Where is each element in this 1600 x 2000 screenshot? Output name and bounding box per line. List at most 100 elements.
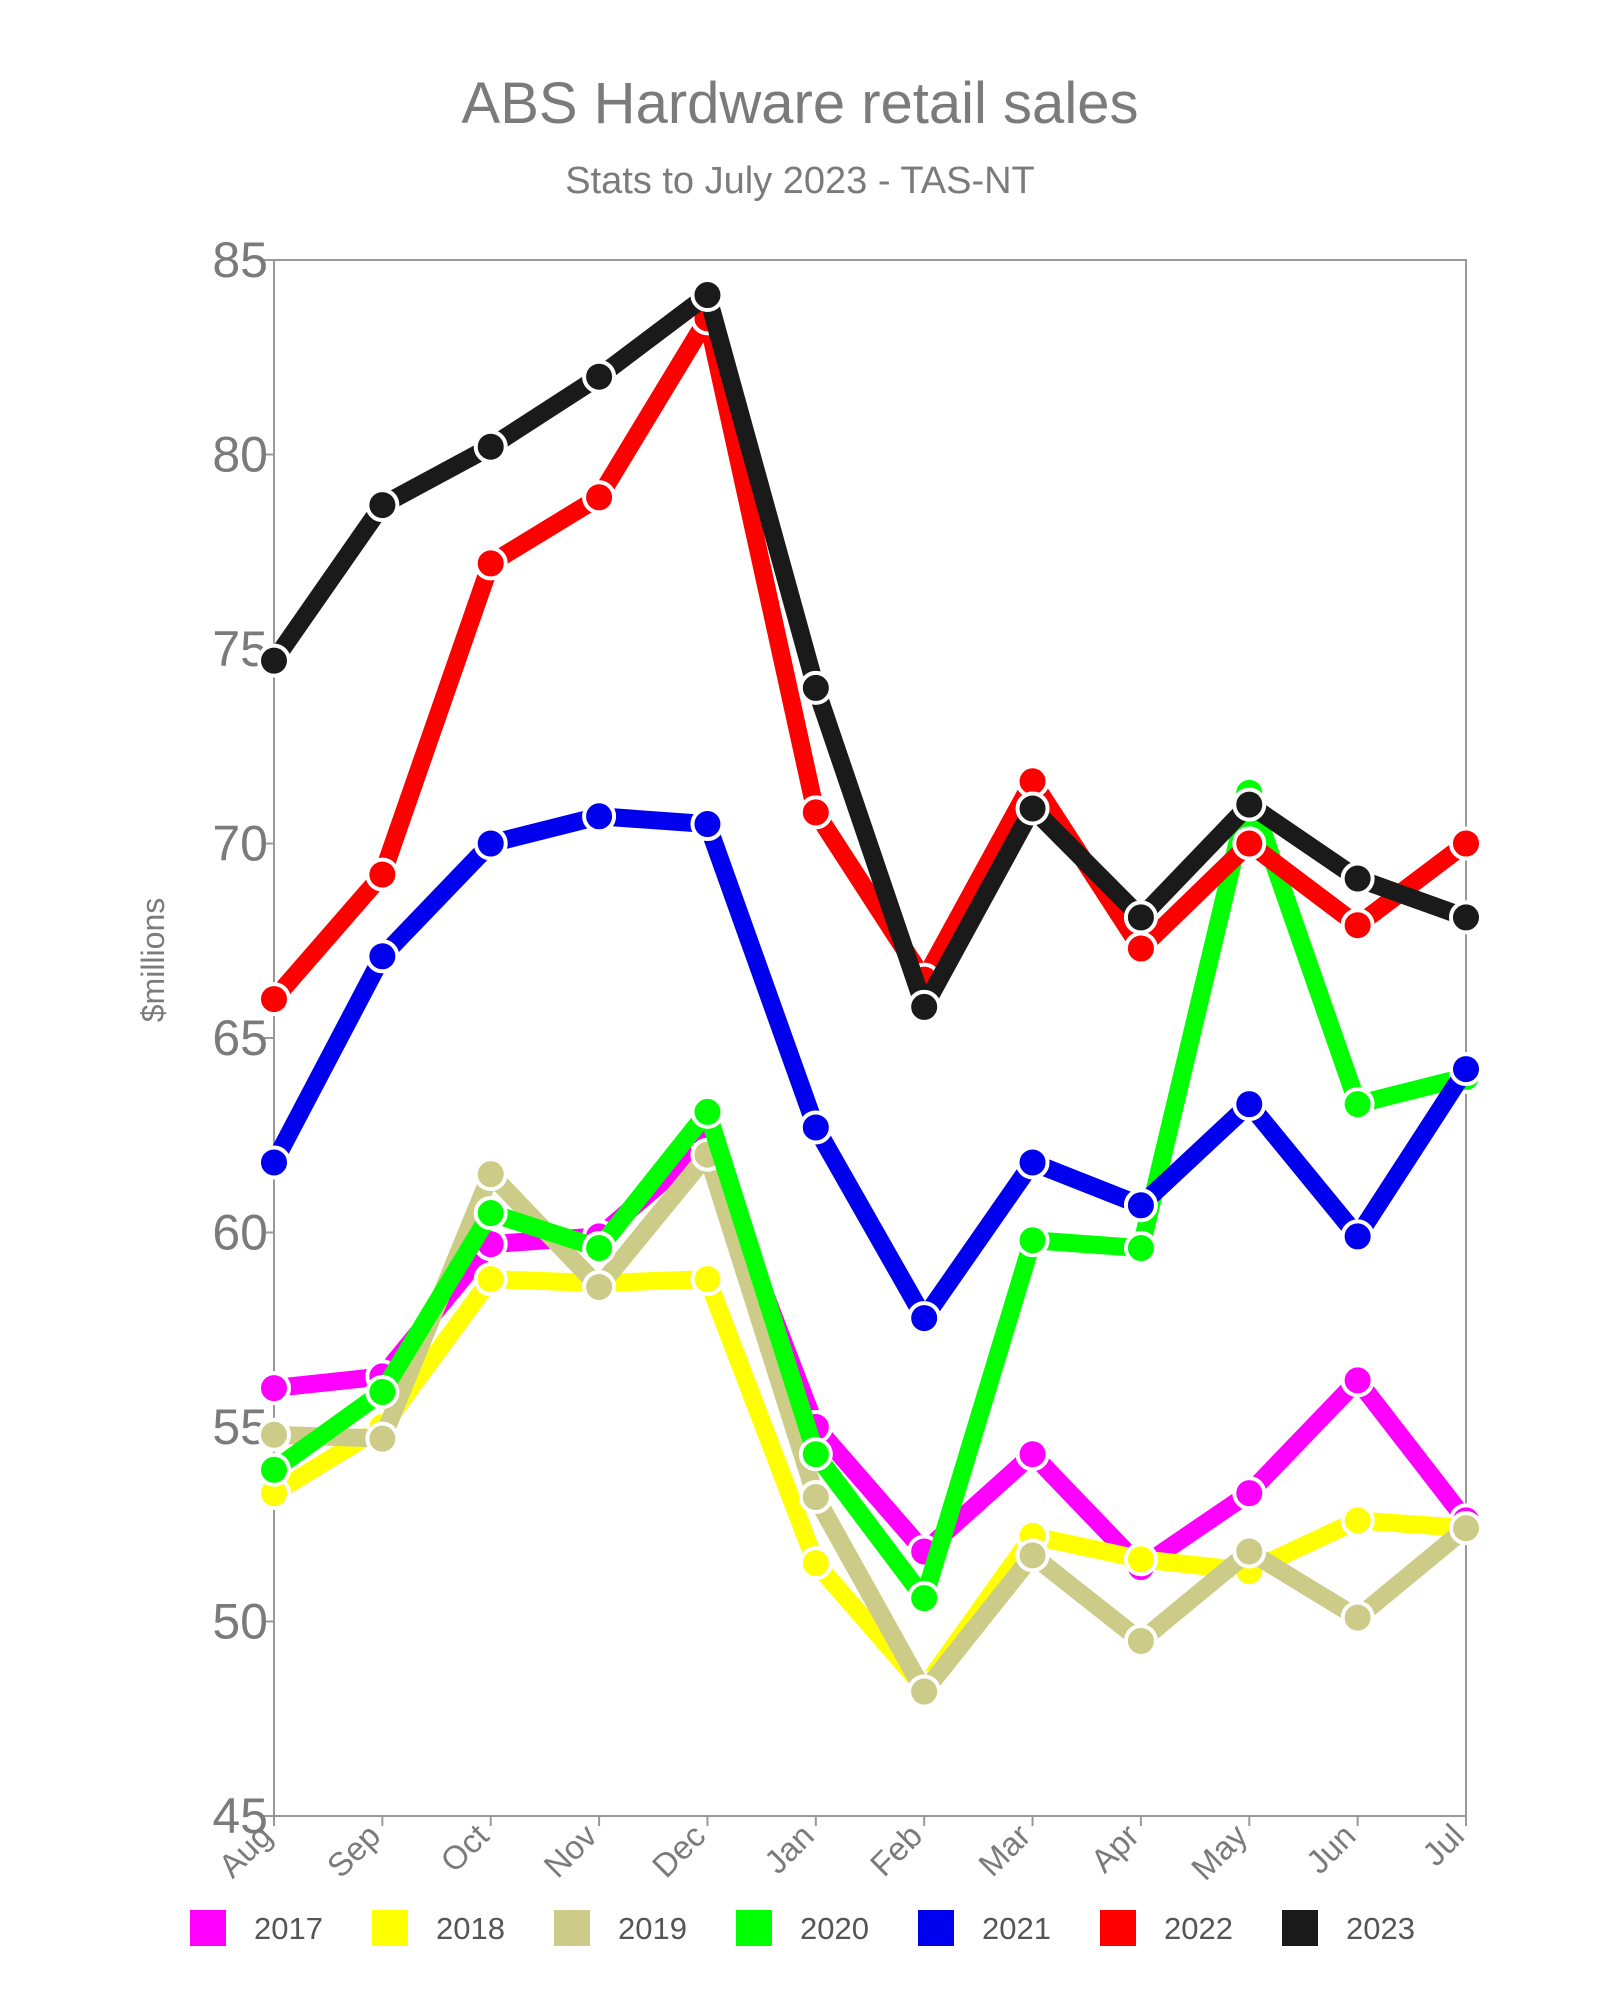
data-point bbox=[907, 1581, 942, 1616]
x-tick-label: Mar bbox=[971, 1817, 1037, 1883]
data-point bbox=[798, 1110, 833, 1145]
legend-label: 2019 bbox=[618, 1911, 687, 1946]
data-point bbox=[257, 1452, 291, 1487]
data-point bbox=[1123, 1623, 1158, 1658]
data-point bbox=[1340, 1363, 1375, 1398]
data-point bbox=[582, 480, 617, 515]
x-tick-label: Jun bbox=[1299, 1817, 1363, 1881]
legend: 2017 2018 2019 2020 2021 2022 2023 bbox=[190, 1910, 1415, 1946]
legend-item-2019: 2019 bbox=[554, 1910, 687, 1946]
data-point bbox=[582, 1269, 617, 1304]
data-point bbox=[257, 643, 291, 678]
y-tick-label: 70 bbox=[212, 816, 268, 872]
legend-swatch bbox=[554, 1910, 590, 1946]
y-tick-label: 65 bbox=[212, 1010, 268, 1066]
legend-swatch bbox=[736, 1910, 772, 1946]
legend-label: 2020 bbox=[800, 1911, 869, 1946]
data-point bbox=[1232, 1087, 1267, 1122]
x-tick-label: Oct bbox=[433, 1817, 495, 1879]
series-layer bbox=[257, 278, 1483, 1709]
data-point bbox=[473, 1157, 508, 1192]
data-point bbox=[257, 1417, 291, 1452]
x-axis: Aug Sep Oct Nov Dec Jan Feb Mar Apr May Jun Jul bbox=[211, 1816, 1471, 1887]
data-point bbox=[582, 359, 617, 394]
data-point bbox=[1340, 1503, 1375, 1538]
data-point bbox=[690, 1262, 725, 1297]
data-point bbox=[1123, 900, 1158, 935]
data-point bbox=[257, 1145, 291, 1180]
legend-swatch bbox=[190, 1910, 226, 1946]
data-point bbox=[1123, 1188, 1158, 1223]
data-point bbox=[1340, 1600, 1375, 1635]
series-2023 bbox=[257, 278, 1483, 1024]
legend-item-2021: 2021 bbox=[918, 1910, 1051, 1946]
data-point bbox=[690, 807, 725, 842]
data-point bbox=[365, 939, 400, 974]
legend-swatch bbox=[372, 1910, 408, 1946]
series-line bbox=[265, 1134, 1475, 1577]
chart-subtitle: Stats to July 2023 - TAS-NT bbox=[565, 160, 1035, 202]
legend-label: 2023 bbox=[1346, 1911, 1415, 1946]
y-tick-label: 55 bbox=[212, 1399, 268, 1455]
data-point bbox=[1015, 791, 1050, 826]
data-point bbox=[1123, 1542, 1158, 1577]
y-axis-label: $millions bbox=[135, 898, 171, 1022]
x-tick-label: May bbox=[1184, 1816, 1255, 1887]
data-point bbox=[1123, 931, 1158, 966]
data-point bbox=[1340, 1087, 1375, 1122]
data-point bbox=[907, 989, 942, 1024]
data-point bbox=[257, 1371, 291, 1406]
data-point bbox=[473, 546, 508, 581]
data-point bbox=[690, 1094, 725, 1129]
data-point bbox=[1123, 1231, 1158, 1266]
x-tick-label: Dec bbox=[645, 1817, 713, 1885]
legend-swatch bbox=[1100, 1910, 1136, 1946]
series-line bbox=[265, 783, 1475, 1608]
x-tick-label: Apr bbox=[1083, 1817, 1145, 1879]
legend-item-2020: 2020 bbox=[736, 1910, 869, 1946]
data-point bbox=[1015, 1145, 1050, 1180]
data-point bbox=[1449, 900, 1483, 935]
data-point bbox=[365, 1421, 400, 1456]
y-tick-label: 80 bbox=[212, 427, 268, 483]
data-point bbox=[1015, 1223, 1050, 1258]
data-point bbox=[798, 670, 833, 705]
data-point bbox=[1232, 1534, 1267, 1569]
legend-label: 2022 bbox=[1164, 1911, 1233, 1946]
data-point bbox=[690, 278, 725, 313]
legend-label: 2018 bbox=[436, 1911, 505, 1946]
data-point bbox=[798, 1546, 833, 1581]
y-tick-label: 50 bbox=[212, 1594, 268, 1650]
legend-swatch bbox=[918, 1910, 954, 1946]
data-point bbox=[907, 1674, 942, 1709]
data-point bbox=[1015, 1538, 1050, 1573]
data-point bbox=[473, 1196, 508, 1231]
data-point bbox=[1449, 1511, 1483, 1546]
data-point bbox=[1232, 826, 1267, 861]
data-point bbox=[1340, 1219, 1375, 1254]
data-point bbox=[473, 826, 508, 861]
data-point bbox=[257, 982, 291, 1017]
x-tick-label: Feb bbox=[863, 1817, 929, 1883]
data-point bbox=[798, 1480, 833, 1515]
series-line bbox=[265, 309, 1475, 1009]
legend-item-2018: 2018 bbox=[372, 1910, 505, 1946]
data-point bbox=[798, 1437, 833, 1472]
chart-title: ABS Hardware retail sales bbox=[461, 71, 1139, 136]
series-2021 bbox=[257, 799, 1483, 1336]
legend-label: 2017 bbox=[254, 1911, 323, 1946]
legend-item-2022: 2022 bbox=[1100, 1910, 1233, 1946]
data-point bbox=[1449, 826, 1483, 861]
legend-swatch bbox=[1282, 1910, 1318, 1946]
data-point bbox=[473, 1262, 508, 1297]
data-point bbox=[1340, 908, 1375, 943]
legend-label: 2021 bbox=[982, 1911, 1051, 1946]
data-point bbox=[1449, 1052, 1483, 1087]
series-2019 bbox=[257, 1137, 1483, 1709]
y-tick-label: 60 bbox=[212, 1205, 268, 1261]
x-tick-label: Jan bbox=[757, 1817, 821, 1881]
data-point bbox=[582, 799, 617, 834]
x-tick-label: Sep bbox=[320, 1817, 388, 1885]
